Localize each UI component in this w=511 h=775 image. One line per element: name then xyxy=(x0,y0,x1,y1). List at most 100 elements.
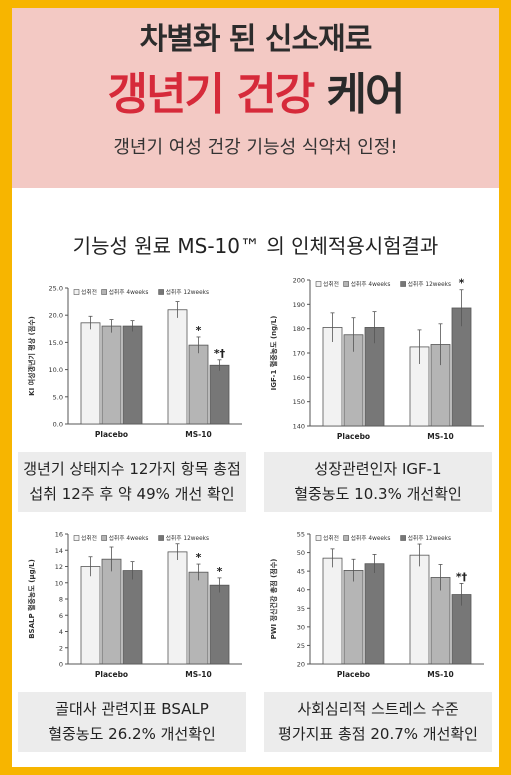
y-tick-label: 5.0 xyxy=(53,393,63,401)
hero-title: 갱년기 건강 케어 xyxy=(12,58,499,122)
y-tick-label: 170 xyxy=(293,350,305,358)
legend-swatch xyxy=(315,281,322,287)
y-tick-label: 0.0 xyxy=(53,421,63,429)
legend-label: 섭취후 12weeks xyxy=(166,288,209,296)
legend-swatch xyxy=(73,535,80,541)
y-tick-label: 6 xyxy=(59,612,63,620)
legend-label: 섭취후 4weeks xyxy=(351,534,391,542)
chart-caption: 갱년기 상태지수 12가지 항목 총점 섭취 12주 후 약 49% 개선 확인 xyxy=(18,452,246,512)
caption-line2: 혈중농도 10.3% 개선확인 xyxy=(294,485,462,503)
chart-ki-index: 0.0 5.0 10.0 15.0 20.0 25.0 KI 여성갱년기 평상 (점수) Pl… xyxy=(24,278,248,446)
y-tick-label: 45 xyxy=(297,568,305,576)
chart-pwi: 20 25 30 35 40 45 50 55 PWI 정신건강 총점 (점수) Placebo *… xyxy=(266,524,490,686)
category-label: Placebo xyxy=(95,670,128,679)
bar xyxy=(188,571,209,665)
significance-mark: * xyxy=(196,324,202,337)
y-tick-label: 8 xyxy=(59,596,63,604)
bar xyxy=(101,325,122,425)
significance-mark: * xyxy=(459,277,465,290)
bar xyxy=(122,570,143,665)
legend-swatch xyxy=(158,535,164,541)
bar xyxy=(80,322,101,425)
bar xyxy=(167,551,188,665)
caption-line2: 섭취 12주 후 약 49% 개선 확인 xyxy=(29,485,235,503)
significance-mark: *† xyxy=(456,570,468,583)
bar xyxy=(209,584,230,665)
y-tick-label: 25 xyxy=(297,642,305,650)
legend-swatch xyxy=(101,535,107,541)
y-tick-label: 16 xyxy=(55,531,63,539)
category-label: MS-10 xyxy=(185,430,211,439)
legend-swatch xyxy=(101,289,107,295)
y-tick-label: 160 xyxy=(293,374,305,382)
y-tick-label: 140 xyxy=(293,423,305,431)
hero-subtitle: 차별화 된 신소재로 xyxy=(139,22,373,57)
y-tick-label: 50 xyxy=(297,549,305,557)
category-label: MS-10 xyxy=(185,670,211,679)
y-axis-label: KI 여성갱년기 평상 (점수) xyxy=(27,316,36,396)
y-axis-label: PWI 정신건강 총점 (점수) xyxy=(269,559,278,640)
bar-chart: 140 150 160 170 180 190 200 IGF-1 혈중농도 (ng/L) Pl… xyxy=(269,277,484,441)
caption-line1: 골대사 관련지표 BSALP xyxy=(55,700,209,718)
y-tick-label: 40 xyxy=(297,586,305,594)
category-label: Placebo xyxy=(337,670,370,679)
content-card: 차별화 된 신소재로 갱년기 건강 케어 갱년기 여성 건강 기능성 식약처 인… xyxy=(12,8,499,767)
bar xyxy=(364,563,385,665)
bar xyxy=(122,325,143,425)
y-tick-label: 55 xyxy=(297,531,305,539)
caption-line1: 갱년기 상태지수 12가지 항목 총점 xyxy=(23,460,241,478)
bar xyxy=(322,557,343,665)
hero-title-red: 갱년기 건강 xyxy=(107,69,315,120)
y-tick-label: 4 xyxy=(59,628,63,636)
category-label: Placebo xyxy=(95,430,128,439)
chart-igf1: 140 150 160 170 180 190 200 IGF-1 혈중농도 (ng/L) Pl… xyxy=(266,270,490,448)
y-tick-label: 10.0 xyxy=(49,366,63,374)
bar xyxy=(209,364,230,425)
bar xyxy=(167,309,188,425)
chart-caption: 사회심리적 스트레스 수준 평가지표 총점 20.7% 개선확인 xyxy=(264,692,492,752)
y-tick-label: 10 xyxy=(55,579,63,587)
section-title: 기능성 원료 MS-10™ 의 인체적용시험결과 xyxy=(72,234,439,258)
category-label: MS-10 xyxy=(427,670,453,679)
y-tick-label: 20 xyxy=(297,661,305,669)
y-tick-label: 25.0 xyxy=(49,285,63,293)
y-tick-label: 0 xyxy=(59,661,63,669)
hero-banner: 차별화 된 신소재로 갱년기 건강 케어 갱년기 여성 건강 기능성 식약처 인… xyxy=(12,8,499,188)
significance-mark: * xyxy=(196,551,202,564)
legend-swatch xyxy=(400,281,406,287)
bar-chart: 0 2 4 6 8 10 12 14 16 BSALP 혈중농도 (µg/L) Placebo * * M… xyxy=(27,531,242,679)
chart-bsalp: 0 2 4 6 8 10 12 14 16 BSALP 혈중농도 (µg/L) Placebo * * M… xyxy=(24,524,248,686)
y-tick-label: 20.0 xyxy=(49,312,63,320)
y-tick-label: 15.0 xyxy=(49,339,63,347)
legend-label: 섭취후 12weeks xyxy=(408,534,451,542)
y-tick-label: 30 xyxy=(297,623,305,631)
y-tick-label: 14 xyxy=(55,547,63,555)
hero-title-dark: 케어 xyxy=(326,69,406,120)
legend-label: 섭취전 xyxy=(323,280,339,288)
legend-swatch xyxy=(400,535,406,541)
bar-chart: 0.0 5.0 10.0 15.0 20.0 25.0 KI 여성갱년기 평상 (점수) Pl… xyxy=(27,285,242,439)
y-tick-label: 12 xyxy=(55,563,63,571)
hero-tagline: 갱년기 여성 건강 기능성 식약처 인정! xyxy=(113,137,398,158)
legend-label: 섭취후 12weeks xyxy=(166,534,209,542)
y-tick-label: 150 xyxy=(293,398,305,406)
y-tick-label: 180 xyxy=(293,325,305,333)
y-tick-label: 35 xyxy=(297,605,305,613)
bar xyxy=(80,566,101,665)
legend-label: 섭취후 4weeks xyxy=(351,280,391,288)
category-label: Placebo xyxy=(337,432,370,441)
legend-label: 섭취전 xyxy=(81,534,97,542)
category-label: MS-10 xyxy=(427,432,453,441)
caption-line1: 성장관련인자 IGF-1 xyxy=(314,460,442,478)
significance-mark: * xyxy=(217,565,223,578)
bar xyxy=(322,327,343,427)
legend-swatch xyxy=(343,281,349,287)
legend-swatch xyxy=(343,535,349,541)
chart-caption: 성장관련인자 IGF-1 혈중농도 10.3% 개선확인 xyxy=(264,452,492,512)
caption-line1: 사회심리적 스트레스 수준 xyxy=(297,700,459,718)
legend-swatch xyxy=(158,289,164,295)
legend-swatch xyxy=(73,289,80,295)
bar-chart: 20 25 30 35 40 45 50 55 PWI 정신건강 총점 (점수) Placebo *… xyxy=(269,531,484,679)
y-axis-label: BSALP 혈중농도 (µg/L) xyxy=(27,559,36,639)
